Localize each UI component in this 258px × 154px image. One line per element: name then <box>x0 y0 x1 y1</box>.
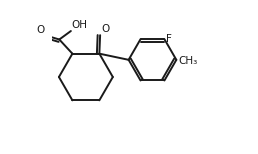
Text: O: O <box>37 25 45 35</box>
Text: O: O <box>101 24 109 34</box>
Text: OH: OH <box>72 20 88 30</box>
Text: F: F <box>166 34 172 44</box>
Text: CH₃: CH₃ <box>178 56 197 66</box>
